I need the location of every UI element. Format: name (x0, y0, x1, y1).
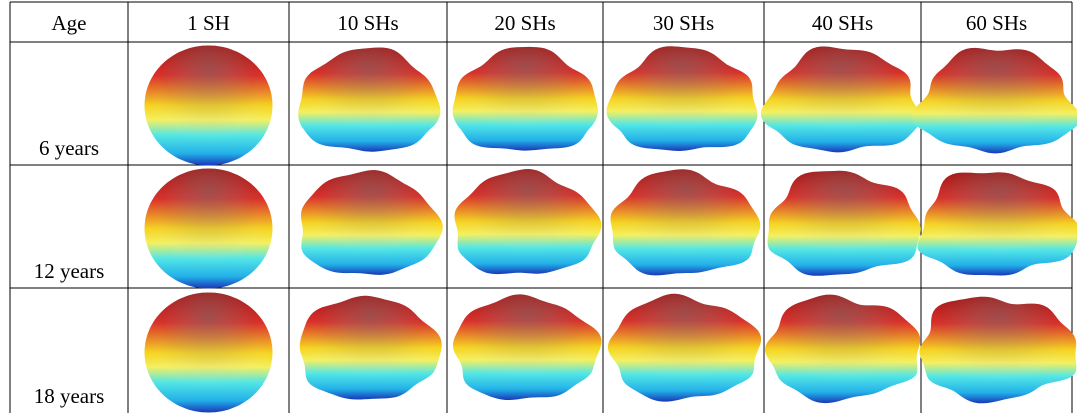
row-label: 6 years (39, 136, 99, 160)
surface-mesh (298, 48, 440, 152)
row-label: 18 years (34, 384, 105, 408)
surface-mesh (300, 296, 442, 400)
column-header: 30 SHs (653, 11, 714, 35)
column-header: 20 SHs (494, 11, 555, 35)
column-header: 40 SHs (812, 11, 873, 35)
surface-mesh (145, 46, 273, 166)
column-header: Age (52, 11, 87, 35)
surface-mesh (912, 48, 1077, 153)
surface-mesh (145, 293, 273, 413)
figure-table: Age 1 SH 10 SHs 20 SHs 30 SHs 40 SHs 60 SHs 6 y… (0, 0, 1077, 413)
surface-mesh (920, 297, 1077, 404)
surface-mesh (453, 47, 598, 151)
surface-mesh (301, 170, 443, 275)
surface-mesh (455, 169, 602, 274)
surface-mesh (608, 294, 761, 402)
surface-mesh (611, 169, 761, 275)
column-header: 10 SHs (337, 11, 398, 35)
surface-mesh (607, 46, 758, 151)
surface-mesh (918, 172, 1077, 275)
column-header: 60 SHs (966, 11, 1027, 35)
row-label: 12 years (34, 259, 105, 283)
surface-mesh (453, 294, 601, 400)
surface-mesh (145, 169, 273, 289)
surface-mesh (765, 295, 920, 404)
surface-mesh (761, 47, 921, 153)
column-header: 1 SH (187, 11, 230, 35)
surface-mesh (768, 171, 921, 276)
